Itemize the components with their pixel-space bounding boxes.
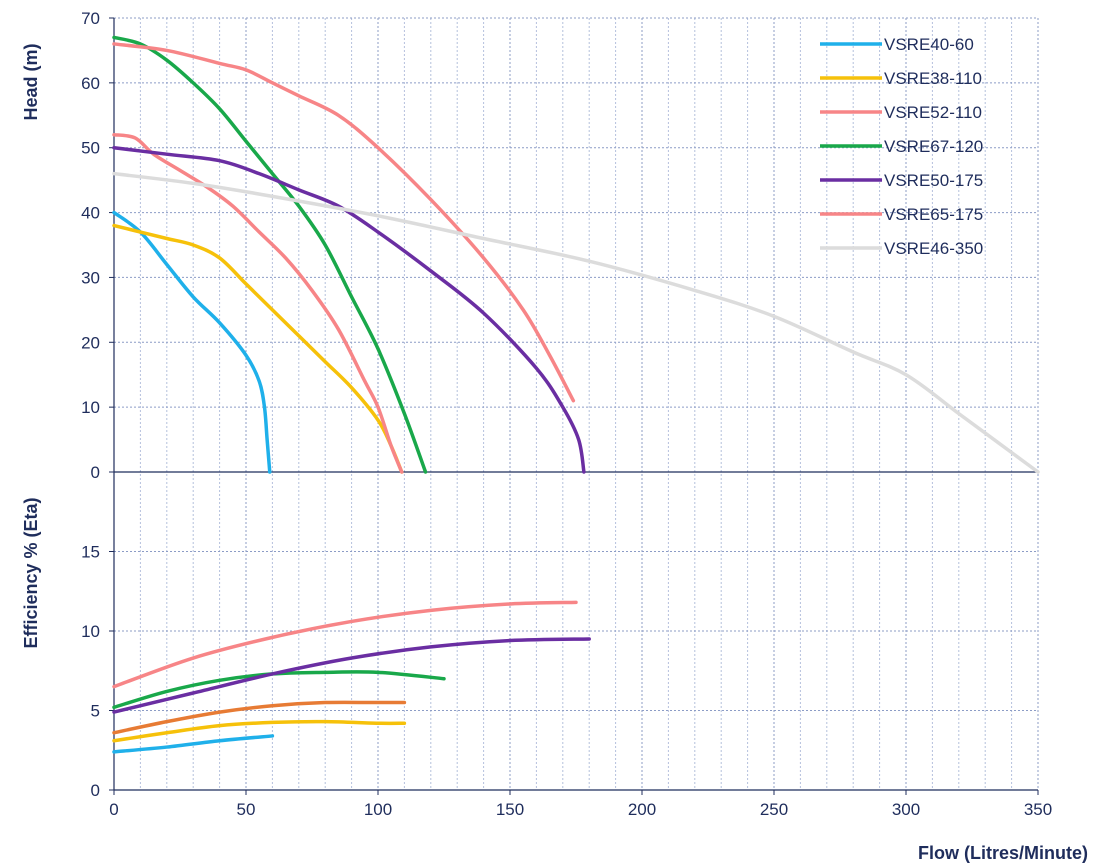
legend-label: VSRE52-110 [884, 103, 982, 122]
efficiency-tick-label: 15 [81, 543, 100, 562]
x-tick-label: 300 [892, 800, 920, 819]
x-tick-label: 50 [237, 800, 256, 819]
head-series-line-vsre52-110 [112, 132, 404, 474]
x-tick-label: 200 [628, 800, 656, 819]
head-tick-label: 50 [81, 139, 100, 158]
flow-axis-title: Flow (Litres/Minute) [918, 843, 1088, 863]
efficiency-series-line-6 [112, 600, 578, 689]
efficiency-axis-title: Efficiency % (Eta) [21, 497, 41, 648]
legend-label: VSRE65-175 [884, 205, 983, 224]
head-axis-title: Head (m) [21, 43, 41, 120]
head-series-line-vsre40-60 [112, 210, 272, 474]
x-tick-label: 250 [760, 800, 788, 819]
x-tick-label: 150 [496, 800, 524, 819]
efficiency-series-line-5 [112, 637, 591, 714]
efficiency-series-line-2 [112, 719, 407, 743]
head-tick-label: 0 [91, 463, 100, 482]
legend-label: VSRE67-120 [884, 137, 983, 156]
x-tick-label: 350 [1024, 800, 1052, 819]
legend-label: VSRE46-350 [884, 239, 983, 258]
head-tick-label: 30 [81, 268, 100, 287]
head-series-line-vsre50-175 [112, 145, 586, 474]
head-tick-label: 70 [81, 9, 100, 28]
head-tick-label: 40 [81, 204, 100, 223]
legend-label: VSRE38-110 [884, 69, 982, 88]
head-series-line-vsre38-110 [112, 223, 404, 474]
head-tick-label: 10 [81, 398, 100, 417]
legend: VSRE40-60 VSRE38-110 VSRE52-110 VSRE67-120 V… [820, 35, 983, 258]
series-lines [112, 35, 1040, 754]
head-series-line-vsre67-120 [112, 35, 428, 474]
legend-label: VSRE40-60 [884, 35, 974, 54]
efficiency-tick-label: 10 [81, 622, 100, 641]
head-series-line-vsre46-350 [112, 171, 1040, 474]
head-tick-label: 60 [81, 74, 100, 93]
efficiency-series-line-3 [112, 700, 407, 735]
efficiency-series-line-1 [112, 734, 275, 754]
legend-label: VSRE50-175 [884, 171, 983, 190]
head-series-line-vsre65-175 [112, 42, 576, 403]
head-tick-label: 20 [81, 333, 100, 352]
efficiency-tick-label: 0 [91, 781, 100, 800]
efficiency-tick-label: 5 [91, 702, 100, 721]
x-tick-label: 100 [364, 800, 392, 819]
x-tick-label: 0 [109, 800, 118, 819]
